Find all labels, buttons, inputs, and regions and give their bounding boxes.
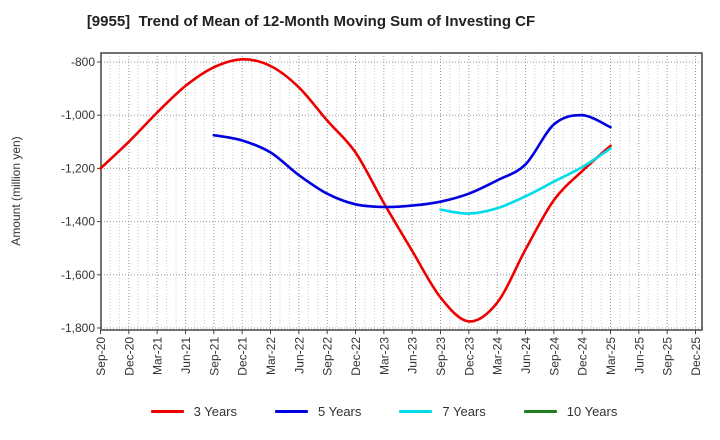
- plot-frame: [100, 52, 703, 331]
- x-tick-label: Dec-25: [689, 337, 703, 376]
- x-tick-label: Sep-25: [661, 337, 675, 376]
- legend-line-swatch: [399, 410, 433, 413]
- x-tick-label: Dec-22: [349, 337, 363, 376]
- legend-line-swatch: [523, 410, 557, 413]
- legend-item-5-years: 5 Years: [275, 404, 361, 419]
- y-tick-label: -800: [71, 55, 95, 69]
- legend-label: 5 Years: [318, 404, 362, 419]
- x-tick-label: Sep-22: [321, 337, 335, 376]
- x-tick-label: Sep-24: [547, 337, 561, 376]
- x-tick-label: Mar-21: [151, 337, 165, 375]
- x-tick-label: Sep-21: [207, 337, 221, 376]
- x-tick-label: Mar-24: [491, 337, 505, 375]
- legend-label: 10 Years: [566, 404, 618, 419]
- x-tick-label: Dec-21: [236, 337, 250, 376]
- legend-line-swatch: [275, 410, 308, 413]
- x-tick-label: Jun-24: [519, 337, 533, 374]
- chart-title: [9955] Trend of Mean of 12-Month Moving …: [86, 13, 536, 30]
- legend: 3 Years 5 Years 7 Years 10 Years: [0, 404, 720, 419]
- legend-item-7-years: 7 Years: [399, 404, 486, 419]
- x-tick-label: Mar-23: [377, 337, 391, 375]
- series-line-5-years: [212, 113, 612, 209]
- legend-item-3-years: 3 Years: [150, 404, 237, 419]
- series-line-3-years: [99, 57, 612, 323]
- y-tick-label: -1,400: [61, 215, 95, 229]
- x-tick-label: Sep-23: [434, 337, 448, 376]
- x-tick-label: Dec-24: [576, 337, 590, 376]
- x-tick-label: Sep-20: [94, 337, 108, 376]
- x-tick-label: Jun-25: [632, 337, 646, 374]
- x-tick-label: Jun-21: [179, 337, 193, 374]
- y-tick-label: -1,800: [61, 321, 95, 335]
- legend-label: 7 Years: [442, 404, 486, 419]
- x-tick-label: Dec-23: [462, 337, 476, 376]
- legend-item-10-years: 10 Years: [523, 404, 618, 419]
- x-tick-label: Mar-25: [604, 337, 618, 375]
- y-tick-label: -1,600: [61, 268, 95, 282]
- y-tick-label: -1,000: [61, 108, 95, 122]
- series-line-7-years: [439, 147, 612, 215]
- x-tick-label: Mar-22: [264, 337, 278, 375]
- legend-label: 3 Years: [193, 404, 237, 419]
- x-tick-label: Jun-23: [406, 337, 420, 374]
- y-axis-label: Amount (million yen): [9, 136, 23, 245]
- legend-line-swatch: [150, 410, 184, 413]
- y-tick-label: -1,200: [61, 161, 95, 175]
- x-tick-label: Dec-20: [122, 337, 136, 376]
- x-tick-label: Jun-22: [292, 337, 306, 374]
- plot-area: -800 -1,000 -1,200 -1,400 -1,600 -1,800 Sep-20…: [9, 52, 703, 376]
